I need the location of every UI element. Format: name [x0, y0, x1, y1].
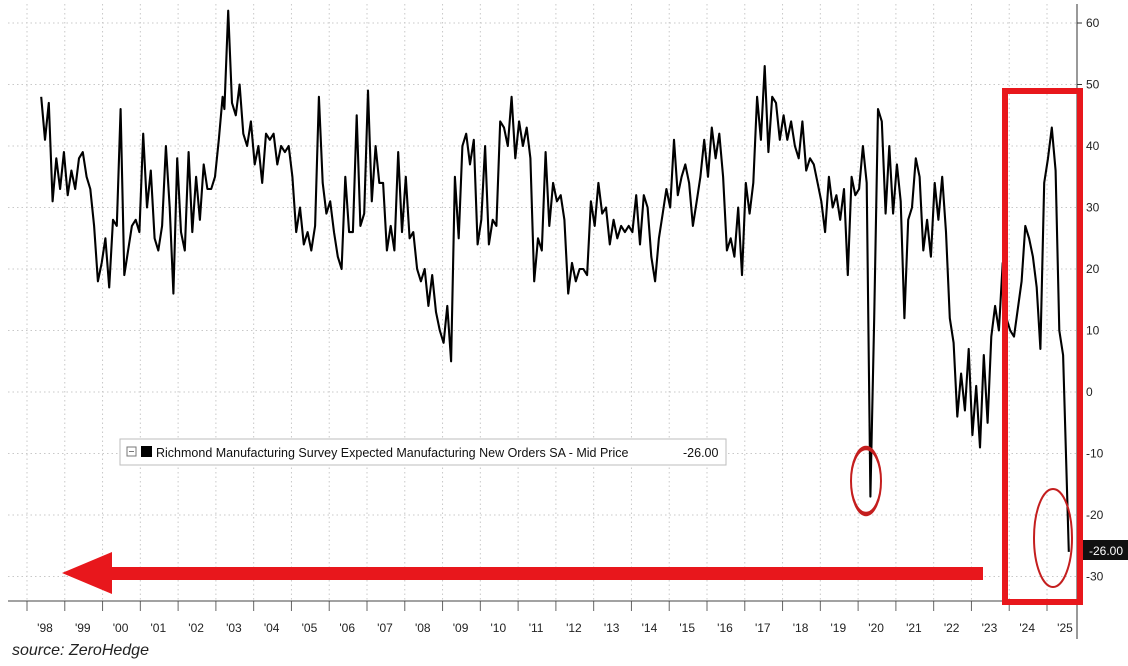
legend-swatch: [141, 446, 152, 457]
legend: Richmond Manufacturing Survey Expected M…: [119, 438, 727, 466]
x-tick-label: '09: [453, 621, 469, 635]
x-tick-label: '11: [529, 621, 544, 635]
x-tick-label: '22: [944, 621, 960, 635]
gridlines: [8, 4, 1077, 601]
x-tick-label: '06: [339, 621, 355, 635]
x-tick-label: '17: [755, 621, 771, 635]
x-tick-label: '24: [1019, 621, 1035, 635]
x-tick-label: '05: [302, 621, 318, 635]
x-tick-label: '98: [37, 621, 53, 635]
y-tick-label: 20: [1086, 262, 1100, 276]
x-tick-label: '02: [188, 621, 204, 635]
x-tick-label: '25: [1057, 621, 1073, 635]
x-tick-label: '03: [226, 621, 242, 635]
x-tick-label: '99: [75, 621, 91, 635]
y-tick-label: 60: [1086, 16, 1100, 30]
highlight-box-recent: [1002, 88, 1083, 605]
x-tick-label: '07: [377, 621, 393, 635]
x-tick-label: '18: [793, 621, 809, 635]
x-tick-label: '10: [491, 621, 507, 635]
y-tick-label: -20: [1086, 508, 1104, 522]
x-tick-label: '16: [717, 621, 733, 635]
annotation-circle-2025: [1033, 488, 1073, 588]
x-tick-label: '00: [113, 621, 129, 635]
x-tick-label: '01: [151, 621, 167, 635]
last-value-text: -26.00: [1089, 544, 1123, 558]
x-tick-label: '19: [831, 621, 847, 635]
x-axis-tick-labels: '98 '99 '00 '01 '02 '03 '04 '05 '06 '07 '08 '09 '10 '…: [37, 621, 1073, 635]
x-tick-label: '21: [906, 621, 922, 635]
x-tick-label: '08: [415, 621, 431, 635]
red-arrow-left: [62, 552, 983, 594]
x-tick-label: '20: [868, 621, 884, 635]
last-value-tag: -26.00: [1083, 540, 1128, 560]
y-axis-tick-labels: 60 50 40 30 20 10 0 -10 -20 -30: [1086, 16, 1104, 584]
line-chart: 60 50 40 30 20 10 0 -10 -20 -30 '98 '99 '00 '01 '02 '0…: [8, 4, 1128, 639]
series-line: [40, 9, 1070, 552]
legend-last-value: -26.00: [683, 446, 718, 460]
source-note: source: ZeroHedge: [12, 642, 149, 659]
x-tick-label: '15: [679, 621, 695, 635]
y-tick-label: 10: [1086, 324, 1100, 338]
x-tick-label: '12: [566, 621, 582, 635]
y-tick-label: 50: [1086, 78, 1100, 92]
legend-series-name: Richmond Manufacturing Survey Expected M…: [156, 446, 628, 460]
y-tick-label: -10: [1086, 447, 1104, 461]
x-tick-label: '13: [604, 621, 620, 635]
y-tick-label: -30: [1086, 570, 1104, 584]
axes: [8, 4, 1082, 639]
y-tick-label: 0: [1086, 385, 1093, 399]
x-tick-label: '23: [982, 621, 998, 635]
x-tick-label: '14: [642, 621, 658, 635]
y-tick-label: 40: [1086, 139, 1100, 153]
y-tick-label: 30: [1086, 201, 1100, 215]
x-tick-label: '04: [264, 621, 280, 635]
annotation-circle-2020: [850, 445, 882, 517]
